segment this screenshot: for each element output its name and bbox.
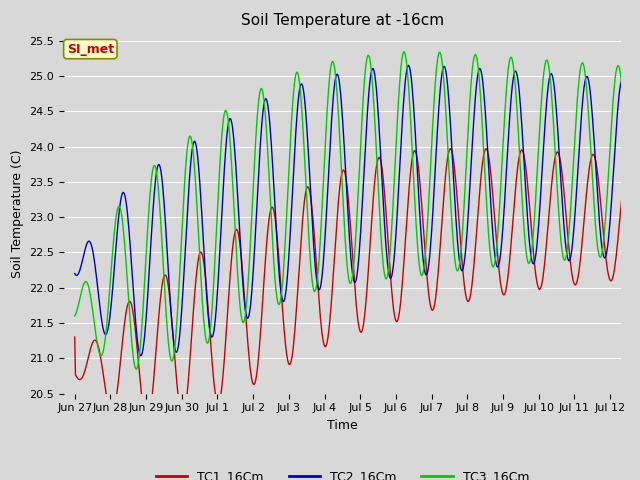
Text: SI_met: SI_met [67, 43, 114, 56]
Title: Soil Temperature at -16cm: Soil Temperature at -16cm [241, 13, 444, 28]
Legend: TC1_16Cm, TC2_16Cm, TC3_16Cm: TC1_16Cm, TC2_16Cm, TC3_16Cm [151, 465, 534, 480]
Y-axis label: Soil Temperature (C): Soil Temperature (C) [11, 149, 24, 278]
X-axis label: Time: Time [327, 419, 358, 432]
